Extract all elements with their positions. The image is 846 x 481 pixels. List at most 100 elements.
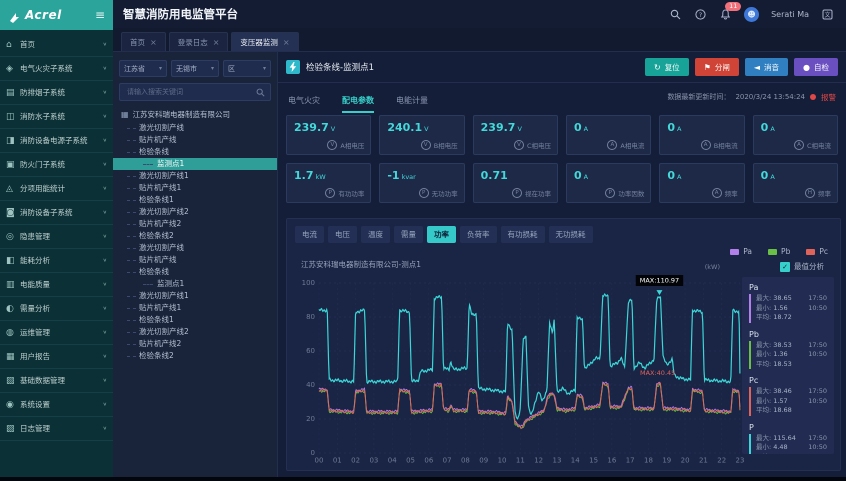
province-select[interactable]: 江苏省 ▾ <box>119 60 167 77</box>
sidebar-item[interactable]: ◐ 需量分析 ∨ <box>0 297 113 321</box>
sidebar-item[interactable]: ◙ 消防设备子系统 ∨ <box>0 201 113 225</box>
metric-type-icon: P <box>605 188 616 198</box>
tree-item[interactable]: 检验条线 <box>113 266 277 278</box>
chart-tab[interactable]: 有功损耗 <box>500 226 545 243</box>
sidebar-item[interactable]: ▤ 防排烟子系统 ∨ <box>0 81 113 105</box>
chart-tab[interactable]: 电流 <box>295 226 324 243</box>
stats-group: Pa 最大: 38.65 17:50 最小: 1.56 10:50 <box>749 283 827 323</box>
close-icon[interactable]: × <box>282 37 290 47</box>
sidebar-item[interactable]: ◍ 运维管理 ∨ <box>0 321 113 345</box>
tree-item[interactable]: 激光切割产线 <box>113 122 277 134</box>
document-tab[interactable]: 变压器监测 × <box>231 32 299 51</box>
chart-tab[interactable]: 温度 <box>361 226 390 243</box>
metric-card: 1.7 kW P 有功功率 <box>286 163 372 203</box>
district-select[interactable]: 区 ▾ <box>223 60 271 77</box>
top-header: 智慧消防用电监管平台 ? 11 ☻ Serati Ma 文 <box>113 0 846 29</box>
max-analysis-toggle[interactable]: ✓ 最值分析 <box>780 261 824 272</box>
username[interactable]: Serati Ma <box>771 9 809 19</box>
tree-item[interactable]: 检验条线1 <box>113 314 277 326</box>
tree-item[interactable]: 贴片机产线2 <box>113 338 277 350</box>
tree-item[interactable]: 监测点1 <box>113 278 277 290</box>
avatar[interactable]: ☻ <box>744 6 760 22</box>
sidebar-item[interactable]: ◈ 电气火灾子系统 ∨ <box>0 57 113 81</box>
sidebar-item[interactable]: ◉ 系统设置 ∨ <box>0 393 113 417</box>
sidebar-item-icon: ▨ <box>6 423 15 434</box>
sidebar-item-label: 系统设置 <box>20 400 50 409</box>
tree-item[interactable]: 激光切割产线2 <box>113 206 277 218</box>
device-action-button[interactable]: ↻ 复位 <box>644 58 689 76</box>
chevron-down-icon: ∨ <box>102 113 107 120</box>
update-time-label: 数据最新更新时间： <box>667 93 731 101</box>
alarm-dot-icon <box>810 94 816 100</box>
metric-card: 0.71 P 视在功率 <box>472 163 558 203</box>
sidebar-item[interactable]: ◫ 消防水子系统 ∨ <box>0 105 113 129</box>
tree-item[interactable]: 激光切割产线1 <box>113 170 277 182</box>
device-action-button[interactable]: ● 自检 <box>794 58 838 76</box>
sidebar-item[interactable]: ◬ 分项用能统计 ∨ <box>0 177 113 201</box>
sidebar-collapse-icon[interactable]: ≡ <box>94 8 105 22</box>
search-icon[interactable] <box>256 88 265 97</box>
tree-root-company[interactable]: ▦ 江苏安科瑞电器制造有限公司 <box>113 107 277 122</box>
alarm-link[interactable]: 报警 <box>821 92 836 102</box>
device-action-button[interactable]: ◄ 消音 <box>744 58 789 76</box>
parameter-tab[interactable]: 电能计量 <box>396 95 428 105</box>
document-tab[interactable]: 首页 × <box>121 32 166 51</box>
tree-item[interactable]: 检验条线2 <box>113 230 277 242</box>
city-select[interactable]: 无锡市 ▾ <box>171 60 219 77</box>
tree-item[interactable]: 监测点1 <box>113 158 277 170</box>
device-action-button[interactable]: ⚑ 分闸 <box>694 58 739 76</box>
sidebar-item[interactable]: ◧ 能耗分析 ∨ <box>0 249 113 273</box>
tree-item[interactable]: 贴片机产线2 <box>113 218 277 230</box>
legend-item[interactable]: Pa <box>730 247 752 256</box>
sidebar-item[interactable]: ▧ 基础数据管理 ∨ <box>0 369 113 393</box>
sidebar-item-icon: ◫ <box>6 111 15 122</box>
legend-label: Pa <box>743 247 753 256</box>
tree-item[interactable]: 检验条线2 <box>113 350 277 362</box>
chart-tab[interactable]: 负荷率 <box>460 226 497 243</box>
power-line-chart[interactable] <box>293 273 748 469</box>
stat-label: 平均: <box>756 359 772 368</box>
value-unit: V <box>330 125 336 133</box>
help-icon[interactable]: ? <box>694 8 707 21</box>
search-icon[interactable] <box>669 8 682 21</box>
metric-label-row: P 视在功率 <box>512 188 551 198</box>
tree-item[interactable]: 贴片机产线 <box>113 134 277 146</box>
sidebar-item[interactable]: ⌂ 首页 ∨ <box>0 33 113 57</box>
sidebar-item[interactable]: ▨ 日志管理 ∨ <box>0 417 113 441</box>
sidebar-item[interactable]: ▣ 防火门子系统 ∨ <box>0 153 113 177</box>
notifications-bell-icon[interactable]: 11 <box>719 1 742 21</box>
checkbox-checked-icon[interactable]: ✓ <box>780 261 790 272</box>
close-icon[interactable]: × <box>212 37 220 47</box>
tree-item[interactable]: 激光切割产线 <box>113 242 277 254</box>
tree-item[interactable]: 激光切割产线2 <box>113 326 277 338</box>
parameter-tab[interactable]: 配电参数 <box>342 89 374 113</box>
sidebar-item[interactable]: ◎ 隐患管理 ∨ <box>0 225 113 249</box>
tree-item[interactable]: 贴片机产线1 <box>113 182 277 194</box>
stat-label: 最大: <box>756 294 772 302</box>
checkbox-label: 最值分析 <box>794 262 824 271</box>
tree-item[interactable]: 贴片机产线 <box>113 254 277 266</box>
legend-item[interactable]: Pc <box>806 247 828 256</box>
stat-label: 最大: <box>756 340 772 349</box>
close-icon[interactable]: × <box>150 37 157 47</box>
tree-item-label: 激光切割产线1 <box>139 291 189 300</box>
chart-tab[interactable]: 需量 <box>394 226 423 243</box>
tree-item[interactable]: 激光切割产线1 <box>113 290 277 302</box>
tree-item[interactable]: 检验条线 <box>113 146 277 158</box>
chart-tab[interactable]: 电压 <box>328 226 357 243</box>
chart-tab[interactable]: 无功损耗 <box>548 226 593 243</box>
language-icon[interactable]: 文 <box>821 8 834 21</box>
sidebar-item-label: 消防设备电源子系统 <box>20 136 88 145</box>
sidebar-item[interactable]: ▥ 电能质量 ∨ <box>0 273 113 297</box>
sidebar-item[interactable]: ▦ 用户报告 ∨ <box>0 345 113 369</box>
legend-item[interactable]: Pb <box>768 247 790 256</box>
chart-tab[interactable]: 功率 <box>427 226 456 243</box>
search-input[interactable] <box>125 87 256 97</box>
document-tab[interactable]: 登录日志 × <box>168 32 229 51</box>
tree-item[interactable]: 贴片机产线1 <box>113 302 277 314</box>
parameter-tab[interactable]: 电气火灾 <box>288 95 320 105</box>
tree-item[interactable]: 检验条线1 <box>113 194 277 206</box>
metric-label-row: A 频率 <box>711 188 738 198</box>
sidebar-item[interactable]: ◨ 消防设备电源子系统 ∨ <box>0 129 113 153</box>
